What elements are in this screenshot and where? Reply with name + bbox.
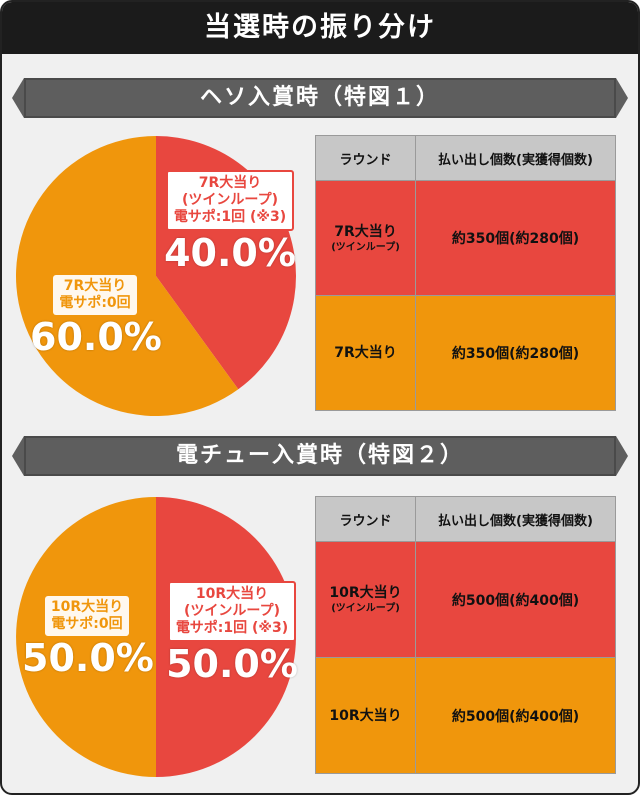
- label-line: 電サポ:0回: [51, 616, 123, 632]
- section-title-1: ヘソ入賞時（特図１）: [12, 78, 628, 118]
- round-label: 7R大当り: [334, 345, 397, 361]
- label-line: (ツインループ): [182, 192, 278, 208]
- payout-cell: 約350個(約280個): [415, 295, 616, 411]
- payout-table-2: ラウンド 払い出し個数(実獲得個数) 10R大当り (ツインループ) 約500個…: [315, 496, 616, 774]
- round-label: 10R大当り: [329, 707, 402, 724]
- pie-label-red-1: 7R大当り (ツインループ) 電サポ:1回 (※3) 40.0%: [160, 170, 300, 275]
- payout-cell: 約500個(約400個): [415, 657, 616, 774]
- round-sub-label: (ツインループ): [331, 241, 400, 253]
- label-line: 10R大当り: [195, 586, 269, 602]
- pie-slice-orange: [16, 497, 156, 777]
- pct-orange: 50.0%: [22, 636, 154, 680]
- pie-chart-2: [16, 497, 296, 777]
- label-box-orange: 10R大当り 電サポ:0回: [44, 596, 130, 636]
- header-payout: 払い出し個数(実獲得個数): [415, 135, 616, 181]
- round-cell: 10R大当り: [315, 657, 416, 774]
- label-box-orange: 7R大当り 電サポ:0回: [53, 275, 137, 315]
- round-cell: 7R大当り (ツインループ): [315, 180, 416, 296]
- label-line: 10R大当り: [50, 599, 124, 615]
- round-label: 10R大当り: [329, 585, 402, 601]
- label-line: 7R大当り: [63, 278, 127, 294]
- pie-label-red-2: 10R大当り (ツインループ) 電サポ:1回 (※3) 50.0%: [162, 581, 302, 686]
- payout-table-1: ラウンド 払い出し個数(実獲得個数) 7R大当り (ツインループ) 約350個(…: [315, 135, 616, 411]
- pct-orange: 60.0%: [30, 315, 162, 359]
- label-box-red: 7R大当り (ツインループ) 電サポ:1回 (※3): [165, 170, 295, 231]
- round-label: 7R大当り: [334, 223, 397, 240]
- header-payout: 払い出し個数(実獲得個数): [415, 496, 616, 542]
- pct-red: 50.0%: [166, 642, 298, 686]
- section-title-2: 電チュー入賞時（特図２）: [12, 436, 628, 476]
- label-line: 7R大当り: [198, 175, 262, 191]
- pct-red: 40.0%: [164, 231, 296, 275]
- pie-label-orange-1: 7R大当り 電サポ:0回 60.0%: [30, 275, 162, 359]
- label-box-red: 10R大当り (ツインループ) 電サポ:1回 (※3): [167, 581, 297, 642]
- round-cell: 10R大当り (ツインループ): [315, 541, 416, 658]
- main-title: 当選時の振り分け: [2, 2, 638, 54]
- payout-cell: 約350個(約280個): [415, 180, 616, 296]
- label-line: 電サポ:1回 (※3): [175, 620, 289, 636]
- label-line: 電サポ:0回: [59, 295, 131, 311]
- header-round: ラウンド: [315, 496, 416, 542]
- pie-label-orange-2: 10R大当り 電サポ:0回 50.0%: [22, 596, 154, 680]
- label-line: 電サポ:1回 (※3): [173, 209, 287, 225]
- header-round: ラウンド: [315, 135, 416, 181]
- round-cell: 7R大当り: [315, 295, 416, 411]
- label-line: (ツインループ): [184, 603, 280, 619]
- payout-cell: 約500個(約400個): [415, 541, 616, 658]
- round-sub-label: (ツインループ): [331, 603, 400, 614]
